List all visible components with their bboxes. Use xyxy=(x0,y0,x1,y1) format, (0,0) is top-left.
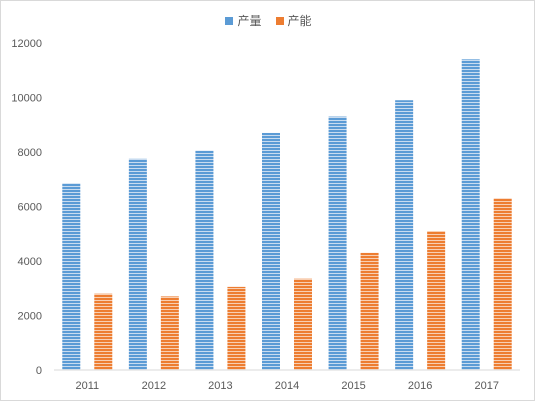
x-tick-label: 2013 xyxy=(208,380,232,392)
bar-series-1-2013 xyxy=(227,286,246,370)
y-axis-ticks: 0 2000 4000 6000 8000 10000 12000 xyxy=(11,38,42,377)
bar-series-0-2012 xyxy=(128,158,147,370)
legend-swatch-series-1 xyxy=(275,16,284,25)
legend-item-series-1: 产能 xyxy=(275,12,312,29)
bar-series-1-2014 xyxy=(294,278,312,370)
y-tick-label: 8000 xyxy=(18,147,42,159)
bar-series-0-2013 xyxy=(195,150,214,370)
bar-series-1-2011 xyxy=(94,293,113,370)
legend-item-series-0: 产量 xyxy=(225,12,262,29)
bar-series-1-2016 xyxy=(427,231,446,370)
x-tick-label: 2016 xyxy=(408,380,432,392)
x-tick-label: 2012 xyxy=(142,380,166,392)
x-tick-label: 2014 xyxy=(275,380,299,392)
legend-label-series-0: 产量 xyxy=(237,14,262,28)
bar-series-1-2012 xyxy=(160,296,179,370)
x-axis-ticks: 2011 2012 2013 2014 2015 2016 2017 xyxy=(75,380,498,392)
legend: 产量 产能 xyxy=(1,12,535,29)
y-tick-label: 12000 xyxy=(11,38,42,50)
legend-swatch-series-0 xyxy=(225,16,234,25)
y-tick-label: 0 xyxy=(36,365,42,377)
x-tick-label: 2017 xyxy=(474,380,498,392)
bars xyxy=(62,59,512,370)
x-tick-label: 2015 xyxy=(341,380,365,392)
legend-label-series-1: 产能 xyxy=(287,14,312,28)
bar-series-0-2015 xyxy=(328,116,347,370)
y-tick-label: 6000 xyxy=(18,202,42,214)
bar-series-1-2017 xyxy=(493,198,512,370)
y-tick-label: 2000 xyxy=(18,311,42,323)
bar-series-0-2016 xyxy=(395,100,414,370)
bar-series-0-2014 xyxy=(262,132,280,370)
y-tick-label: 4000 xyxy=(18,256,42,268)
y-tick-label: 10000 xyxy=(11,93,42,105)
bar-series-1-2015 xyxy=(360,252,379,370)
bar-series-0-2011 xyxy=(62,183,81,370)
bar-series-0-2017 xyxy=(461,59,480,370)
x-tick-label: 2011 xyxy=(75,380,99,392)
